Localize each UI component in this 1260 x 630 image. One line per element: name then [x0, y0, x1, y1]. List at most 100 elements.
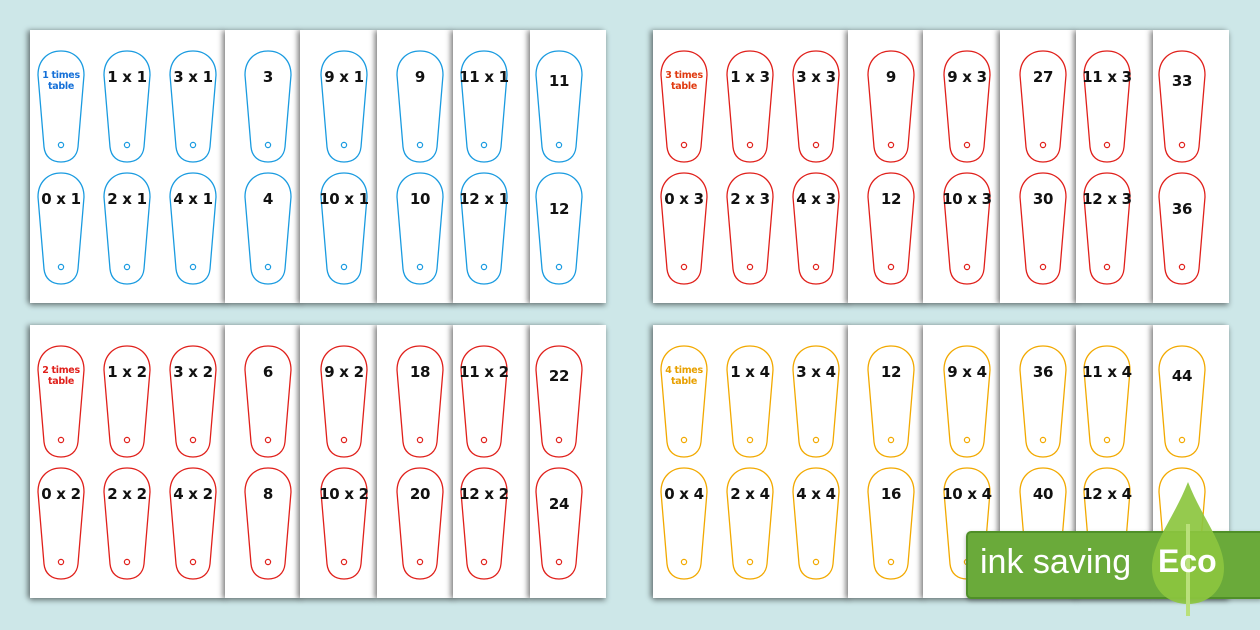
card-label: 9 x 3: [947, 68, 987, 86]
flashcard: 9 x 3: [943, 50, 991, 164]
times-table-title: 3 times table: [665, 70, 703, 92]
card-label: 12 x 1: [459, 190, 509, 208]
times-table-title: 2 times table: [42, 365, 80, 387]
card-label: 12: [880, 363, 902, 381]
flashcard: 9 x 4: [943, 345, 991, 459]
flashcard: 10: [396, 172, 444, 286]
flashcard: 9: [396, 50, 444, 164]
card-label: 9: [885, 68, 897, 86]
card-label: 3 x 3: [796, 68, 836, 86]
card-label: 9: [414, 68, 426, 86]
card-label: 2 x 1: [107, 190, 147, 208]
card-label: 11: [548, 72, 570, 90]
card-label: 11 x 4: [1082, 363, 1132, 381]
flashcard: 1 x 1: [103, 50, 151, 164]
card-label: 1 x 4: [730, 363, 770, 381]
card-label: 6: [262, 363, 274, 381]
flashcard: 0 x 3: [660, 172, 708, 286]
flashcard-sheet-set: 3 times table 1 x 3 3 x 3 9 9 x 3 27 11 x 3 33 0…: [653, 30, 1229, 303]
card-label: 11 x 3: [1082, 68, 1132, 86]
flashcard: 10 x 2: [319, 467, 369, 581]
flashcard: 12: [535, 172, 583, 286]
card-label: 2 x 2: [107, 485, 147, 503]
eco-label: Eco: [1158, 543, 1217, 579]
flashcard: 2 times table: [37, 345, 85, 459]
card-label: 22: [548, 367, 570, 385]
card-label: 10 x 2: [319, 485, 369, 503]
flashcard: 33: [1158, 50, 1206, 164]
flashcard: 24: [535, 467, 583, 581]
card-label: 4 x 1: [173, 190, 213, 208]
card-label: 36: [1171, 200, 1193, 218]
flashcard-sheet-set: 4 times table 1 x 4 3 x 4 12 9 x 4 36 11 x 4 44…: [653, 325, 1229, 598]
card-label: 2 x 4: [730, 485, 770, 503]
card-label: 1 x 1: [107, 68, 147, 86]
ink-saving-label: ink saving: [980, 543, 1132, 581]
flashcard: 12: [867, 172, 915, 286]
flashcard-sheet-set: 2 times table 1 x 2 3 x 2 6 9 x 2 18 11 x 2 22 0…: [30, 325, 606, 598]
flashcard: 2 x 1: [103, 172, 151, 286]
flashcard: 6: [244, 345, 292, 459]
flashcard: 3 x 2: [169, 345, 217, 459]
flashcard: 18: [396, 345, 444, 459]
flashcard-sheet-set: 1 times table 1 x 1 3 x 1 3 9 x 1 9 11 x 1 11 0 …: [30, 30, 606, 303]
card-label: 8: [262, 485, 274, 503]
flashcard: 4 x 1: [169, 172, 217, 286]
flashcard: 3 times table: [660, 50, 708, 164]
card-label: 0 x 4: [664, 485, 704, 503]
flashcard: 1 x 4: [726, 345, 774, 459]
flashcard: 2 x 4: [726, 467, 774, 581]
card-label: 12: [548, 200, 570, 218]
flashcard: 9: [867, 50, 915, 164]
card-label: 11 x 1: [459, 68, 509, 86]
card-label: 9 x 1: [324, 68, 364, 86]
card-label: 40: [1032, 485, 1054, 503]
card-label: 4 x 3: [796, 190, 836, 208]
card-label: 12 x 2: [459, 485, 509, 503]
flashcard: 9 x 2: [320, 345, 368, 459]
flashcard: 12 x 2: [459, 467, 509, 581]
card-label: 3 x 2: [173, 363, 213, 381]
flashcard: 0 x 4: [660, 467, 708, 581]
card-label: 9 x 2: [324, 363, 364, 381]
flashcard: 36: [1019, 345, 1067, 459]
flashcard: 36: [1158, 172, 1206, 286]
card-label: 3 x 1: [173, 68, 213, 86]
flashcard: 3: [244, 50, 292, 164]
flashcard: 0 x 1: [37, 172, 85, 286]
flashcard: 12 x 3: [1082, 172, 1132, 286]
card-label: 12 x 4: [1082, 485, 1132, 503]
flashcard: 0 x 2: [37, 467, 85, 581]
card-label: 36: [1032, 363, 1054, 381]
flashcard: 3 x 4: [792, 345, 840, 459]
flashcard: 2 x 2: [103, 467, 151, 581]
times-table-title: 4 times table: [665, 365, 703, 387]
card-label: 2 x 3: [730, 190, 770, 208]
card-label: 10: [409, 190, 431, 208]
flashcard: 12 x 1: [459, 172, 509, 286]
flashcard: 11 x 1: [459, 50, 509, 164]
card-label: 4 x 4: [796, 485, 836, 503]
card-label: 11 x 2: [459, 363, 509, 381]
card-label: 1 x 2: [107, 363, 147, 381]
flashcard: 9 x 1: [320, 50, 368, 164]
card-label: 16: [880, 485, 902, 503]
times-table-title: 1 times table: [42, 70, 80, 92]
card-label: 12: [880, 190, 902, 208]
card-label: 44: [1171, 367, 1193, 385]
flashcard: 8: [244, 467, 292, 581]
flashcard: 4 x 3: [792, 172, 840, 286]
card-label: 1 x 3: [730, 68, 770, 86]
flashcard: 3 x 3: [792, 50, 840, 164]
flashcard: 30: [1019, 172, 1067, 286]
card-label: 3 x 4: [796, 363, 836, 381]
card-label: 20: [409, 485, 431, 503]
flashcard: 1 times table: [37, 50, 85, 164]
card-label: 0 x 2: [41, 485, 81, 503]
card-label: 3: [262, 68, 274, 86]
card-label: 9 x 4: [947, 363, 987, 381]
flashcard: 11: [535, 50, 583, 164]
flashcard: 4 times table: [660, 345, 708, 459]
flashcard: 4 x 4: [792, 467, 840, 581]
flashcard: 12: [867, 345, 915, 459]
